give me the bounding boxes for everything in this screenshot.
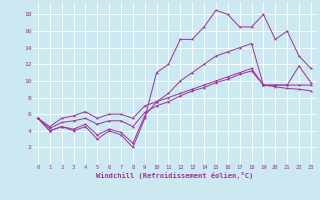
X-axis label: Windchill (Refroidissement éolien,°C): Windchill (Refroidissement éolien,°C) xyxy=(96,172,253,179)
